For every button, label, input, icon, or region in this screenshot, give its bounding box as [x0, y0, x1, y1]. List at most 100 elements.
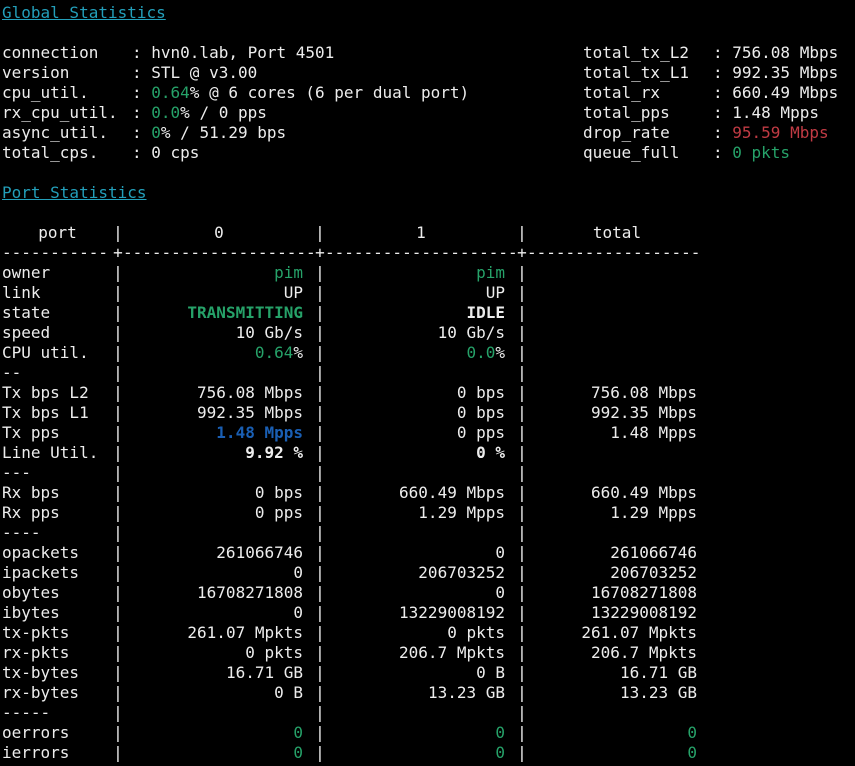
- cell-total: 13229008192: [527, 603, 707, 623]
- pipe-glyph: |: [517, 743, 527, 762]
- stat-label: drop_rate: [583, 123, 670, 142]
- stat-value-segment: 0: [687, 723, 697, 742]
- blank-line: [2, 163, 855, 183]
- pipe-glyph: |: [315, 223, 325, 242]
- stat-value-segment: 660.49 Mbps: [732, 83, 839, 102]
- pipe-glyph: |: [113, 503, 123, 522]
- table-row: rx-pkts | 0 pkts | 206.7 Mpkts | 206.7 Mpkts: [2, 643, 855, 663]
- table-row: owner | pim | pim |: [2, 263, 855, 283]
- pipe-glyph: |: [517, 323, 527, 342]
- pipe-glyph: |: [113, 383, 123, 402]
- stat-value-segment: hvn0.lab, Port 4501: [151, 43, 335, 62]
- stat-value-segment: 0: [293, 603, 303, 622]
- cell-total: 206.7 Mpkts: [527, 643, 707, 663]
- cell-port-0: 261.07 Mpkts: [123, 623, 315, 643]
- pipe-glyph: |: [315, 563, 325, 582]
- table-row: rx-bytes | 0 B | 13.23 GB | 13.23 GB: [2, 683, 855, 703]
- pipe-glyph: |: [315, 743, 325, 762]
- pipe-glyph: |: [517, 543, 527, 562]
- pipe-glyph: |: [113, 543, 123, 562]
- stat-value-segment: 1.48 Mpps: [610, 423, 697, 442]
- stat-value-segment: UP: [485, 283, 505, 302]
- cell-total: 660.49 Mbps: [527, 483, 707, 503]
- pipe-glyph: |: [113, 643, 123, 662]
- cell-port-0: 0 bps: [123, 483, 315, 503]
- stat-label: cpu_util.: [2, 83, 89, 102]
- table-row: ---- | | |: [2, 523, 855, 543]
- cell-total: 261.07 Mpkts: [527, 623, 707, 643]
- cell-port-1: UP: [325, 283, 517, 303]
- cell-port-1: 206.7 Mpkts: [325, 643, 517, 663]
- stat-value-segment: 0.0: [466, 343, 496, 362]
- stat-value-segment: 206703252: [418, 563, 505, 582]
- cell-total: [527, 283, 707, 303]
- pipe-glyph: |: [517, 583, 527, 602]
- pipe-glyph: |: [113, 623, 123, 642]
- row-label: --: [2, 363, 22, 382]
- cell-port-1: 0 B: [325, 663, 517, 683]
- stat-value-segment: 13229008192: [591, 603, 697, 622]
- cell-port-0: 0 pps: [123, 503, 315, 523]
- table-row: Rx bps | 0 bps | 660.49 Mbps | 660.49 Mbps: [2, 483, 855, 503]
- cell-port-1: [325, 363, 517, 383]
- global-stat-row: total_pps: 1.48 Mpps: [583, 103, 838, 123]
- cell-port-1: 0: [325, 723, 517, 743]
- blank-line: [2, 23, 855, 43]
- table-row: tx-pkts | 261.07 Mpkts | 0 pkts | 261.07 Mpkts: [2, 623, 855, 643]
- pipe-glyph: |: [517, 563, 527, 582]
- row-label: speed: [2, 323, 51, 342]
- stat-value-segment: 0: [687, 743, 697, 762]
- pipe-glyph: |: [315, 663, 325, 682]
- table-header-row: port | 0 | 1 | total: [2, 223, 855, 243]
- stat-value-segment: 756.08 Mbps: [197, 383, 303, 402]
- cell-port-0: 0 pkts: [123, 643, 315, 663]
- cell-total: 0: [527, 723, 707, 743]
- cell-port-0: 16708271808: [123, 583, 315, 603]
- cell-total: [527, 363, 707, 383]
- pipe-glyph: |: [315, 323, 325, 342]
- stat-value-segment: 0: [495, 543, 505, 562]
- table-row: -- | | |: [2, 363, 855, 383]
- cell-port-1: 0 pps: [325, 423, 517, 443]
- global-stat-row: total_rx: 660.49 Mbps: [583, 83, 838, 103]
- pipe-glyph: |: [315, 503, 325, 522]
- global-stat-row: total_tx_L1: 992.35 Mbps: [583, 63, 838, 83]
- pipe-glyph: |: [113, 603, 123, 622]
- row-label: CPU util.: [2, 343, 89, 362]
- table-row: state | TRANSMITTING | IDLE |: [2, 303, 855, 323]
- stat-value-segment: 10 Gb/s: [437, 323, 505, 342]
- stat-value-segment: 0 cps: [151, 143, 200, 162]
- cell-port-0: [123, 463, 315, 483]
- cell-port-1: 13229008192: [325, 603, 517, 623]
- pipe-glyph: |: [113, 223, 123, 242]
- global-statistics-title: Global Statistics: [2, 3, 166, 22]
- port-stats-table: port | 0 | 1 | total ----------- + -----…: [2, 223, 855, 763]
- table-row: Tx bps L1 | 992.35 Mbps | 0 bps | 992.35 Mbps: [2, 403, 855, 423]
- cell-total: 1.48 Mpps: [527, 423, 707, 443]
- separator-segment: --------------------: [123, 243, 315, 262]
- row-label: oerrors: [2, 723, 70, 742]
- global-stat-row: total_tx_L2: 756.08 Mbps: [583, 43, 838, 63]
- colon-glyph: :: [132, 83, 152, 102]
- cell-port-0: 10 Gb/s: [123, 323, 315, 343]
- table-row: Rx pps | 0 pps | 1.29 Mpps | 1.29 Mpps: [2, 503, 855, 523]
- separator-segment: --------------------: [325, 243, 517, 262]
- pipe-glyph: |: [315, 343, 325, 362]
- cell-port-1: 660.49 Mbps: [325, 483, 517, 503]
- pipe-glyph: |: [315, 523, 325, 542]
- pipe-glyph: |: [517, 643, 527, 662]
- stat-value-segment: 0 pps: [456, 423, 505, 442]
- pipe-glyph: |: [315, 683, 325, 702]
- table-row: --- | | |: [2, 463, 855, 483]
- pipe-glyph: |: [113, 263, 123, 282]
- port-table-body: owner | pim | pim | link | UP | UP | state | TRANSMITT…: [2, 263, 855, 763]
- stat-value-segment: 13.23 GB: [619, 683, 697, 702]
- pipe-glyph: |: [315, 283, 325, 302]
- pipe-glyph: |: [517, 443, 527, 462]
- colon-glyph: :: [132, 63, 152, 82]
- table-row: CPU util. | 0.64% | 0.0% |: [2, 343, 855, 363]
- pipe-glyph: |: [113, 323, 123, 342]
- cell-total: [527, 323, 707, 343]
- pipe-glyph: |: [315, 603, 325, 622]
- cell-port-1: 0 bps: [325, 383, 517, 403]
